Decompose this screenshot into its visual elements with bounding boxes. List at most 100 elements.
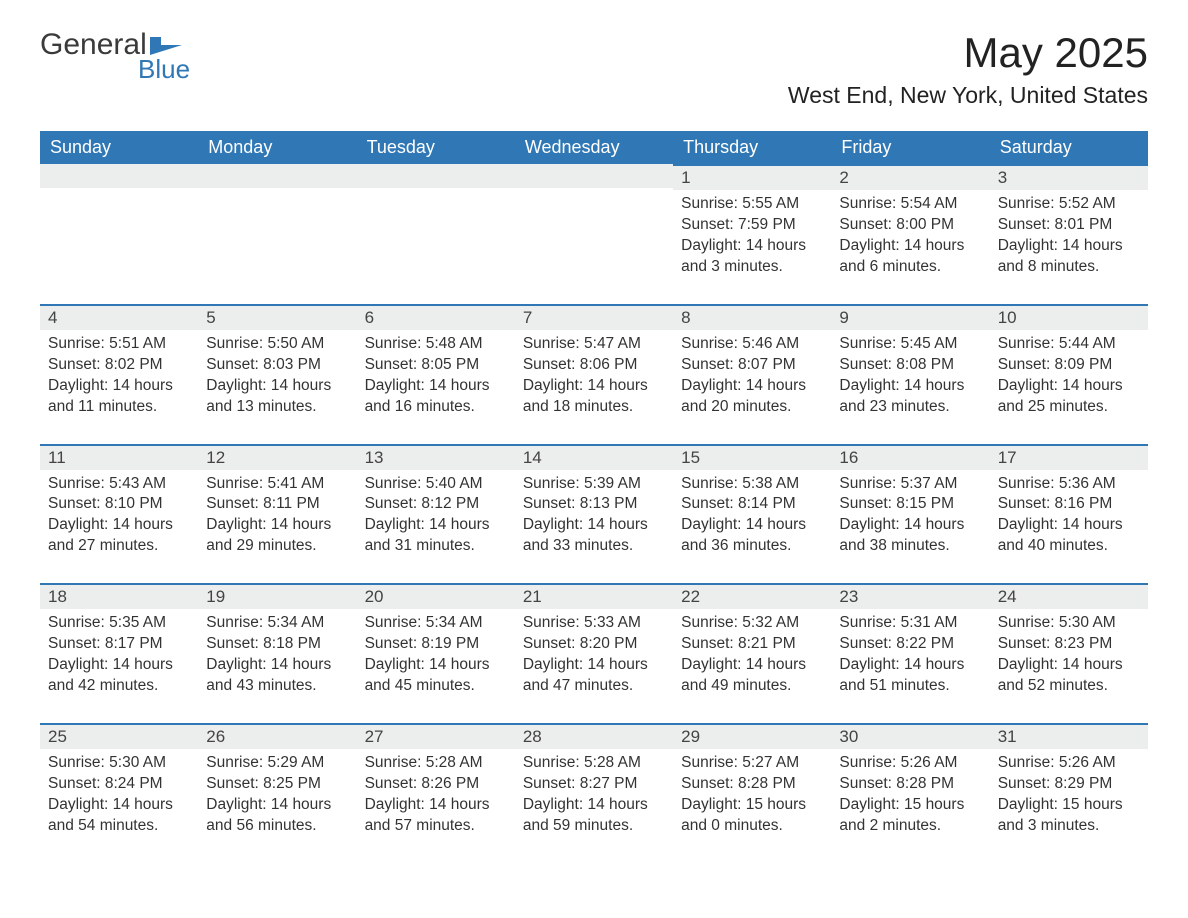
day-number xyxy=(198,164,356,188)
day-body: Sunrise: 5:52 AMSunset: 8:01 PMDaylight:… xyxy=(990,190,1148,304)
day-body: Sunrise: 5:26 AMSunset: 8:28 PMDaylight:… xyxy=(831,749,989,863)
calendar-table: Sunday Monday Tuesday Wednesday Thursday… xyxy=(40,131,1148,862)
sunset-text: Sunset: 8:24 PM xyxy=(48,774,190,795)
daylight-text: Daylight: 14 hours and 38 minutes. xyxy=(839,515,981,557)
day-body: Sunrise: 5:30 AMSunset: 8:23 PMDaylight:… xyxy=(990,609,1148,723)
day-body: Sunrise: 5:36 AMSunset: 8:16 PMDaylight:… xyxy=(990,470,1148,584)
daylight-text: Daylight: 14 hours and 57 minutes. xyxy=(365,795,507,837)
daylight-text: Daylight: 14 hours and 40 minutes. xyxy=(998,515,1140,557)
title-block: May 2025 West End, New York, United Stat… xyxy=(788,30,1148,123)
sunrise-text: Sunrise: 5:30 AM xyxy=(48,753,190,774)
week-row: 18Sunrise: 5:35 AMSunset: 8:17 PMDayligh… xyxy=(40,583,1148,723)
day-body: Sunrise: 5:31 AMSunset: 8:22 PMDaylight:… xyxy=(831,609,989,723)
sunset-text: Sunset: 8:14 PM xyxy=(681,494,823,515)
day-cell: 20Sunrise: 5:34 AMSunset: 8:19 PMDayligh… xyxy=(357,583,515,723)
day-body: Sunrise: 5:45 AMSunset: 8:08 PMDaylight:… xyxy=(831,330,989,444)
sunrise-text: Sunrise: 5:38 AM xyxy=(681,474,823,495)
day-body: Sunrise: 5:28 AMSunset: 8:27 PMDaylight:… xyxy=(515,749,673,863)
sunset-text: Sunset: 8:09 PM xyxy=(998,355,1140,376)
day-cell: 6Sunrise: 5:48 AMSunset: 8:05 PMDaylight… xyxy=(357,304,515,444)
day-number: 6 xyxy=(357,304,515,330)
daylight-text: Daylight: 14 hours and 43 minutes. xyxy=(206,655,348,697)
weekday-header: Tuesday xyxy=(357,131,515,164)
sunrise-text: Sunrise: 5:43 AM xyxy=(48,474,190,495)
sunset-text: Sunset: 8:15 PM xyxy=(839,494,981,515)
day-number: 13 xyxy=(357,444,515,470)
daylight-text: Daylight: 14 hours and 3 minutes. xyxy=(681,236,823,278)
sunset-text: Sunset: 8:06 PM xyxy=(523,355,665,376)
sunrise-text: Sunrise: 5:45 AM xyxy=(839,334,981,355)
sunrise-text: Sunrise: 5:41 AM xyxy=(206,474,348,495)
day-number: 30 xyxy=(831,723,989,749)
week-row: 1Sunrise: 5:55 AMSunset: 7:59 PMDaylight… xyxy=(40,164,1148,304)
sunset-text: Sunset: 8:23 PM xyxy=(998,634,1140,655)
sunrise-text: Sunrise: 5:30 AM xyxy=(998,613,1140,634)
sunset-text: Sunset: 8:05 PM xyxy=(365,355,507,376)
location: West End, New York, United States xyxy=(788,82,1148,109)
day-body: Sunrise: 5:44 AMSunset: 8:09 PMDaylight:… xyxy=(990,330,1148,444)
day-cell: 2Sunrise: 5:54 AMSunset: 8:00 PMDaylight… xyxy=(831,164,989,304)
day-cell: 11Sunrise: 5:43 AMSunset: 8:10 PMDayligh… xyxy=(40,444,198,584)
day-body: Sunrise: 5:47 AMSunset: 8:06 PMDaylight:… xyxy=(515,330,673,444)
sunset-text: Sunset: 8:28 PM xyxy=(839,774,981,795)
day-number: 5 xyxy=(198,304,356,330)
day-cell: 15Sunrise: 5:38 AMSunset: 8:14 PMDayligh… xyxy=(673,444,831,584)
daylight-text: Daylight: 14 hours and 42 minutes. xyxy=(48,655,190,697)
sunset-text: Sunset: 8:28 PM xyxy=(681,774,823,795)
day-body: Sunrise: 5:55 AMSunset: 7:59 PMDaylight:… xyxy=(673,190,831,304)
day-number: 20 xyxy=(357,583,515,609)
sunset-text: Sunset: 8:21 PM xyxy=(681,634,823,655)
day-body: Sunrise: 5:50 AMSunset: 8:03 PMDaylight:… xyxy=(198,330,356,444)
daylight-text: Daylight: 14 hours and 18 minutes. xyxy=(523,376,665,418)
sunrise-text: Sunrise: 5:33 AM xyxy=(523,613,665,634)
day-body: Sunrise: 5:32 AMSunset: 8:21 PMDaylight:… xyxy=(673,609,831,723)
sunset-text: Sunset: 8:11 PM xyxy=(206,494,348,515)
sunset-text: Sunset: 8:12 PM xyxy=(365,494,507,515)
day-cell: 28Sunrise: 5:28 AMSunset: 8:27 PMDayligh… xyxy=(515,723,673,863)
month-title: May 2025 xyxy=(788,30,1148,76)
day-number: 3 xyxy=(990,164,1148,190)
sunrise-text: Sunrise: 5:31 AM xyxy=(839,613,981,634)
day-number: 18 xyxy=(40,583,198,609)
sunrise-text: Sunrise: 5:55 AM xyxy=(681,194,823,215)
week-row: 25Sunrise: 5:30 AMSunset: 8:24 PMDayligh… xyxy=(40,723,1148,863)
day-number: 10 xyxy=(990,304,1148,330)
day-body: Sunrise: 5:38 AMSunset: 8:14 PMDaylight:… xyxy=(673,470,831,584)
day-body xyxy=(357,188,515,296)
weekday-header: Wednesday xyxy=(515,131,673,164)
day-body: Sunrise: 5:40 AMSunset: 8:12 PMDaylight:… xyxy=(357,470,515,584)
day-cell: 29Sunrise: 5:27 AMSunset: 8:28 PMDayligh… xyxy=(673,723,831,863)
day-cell: 12Sunrise: 5:41 AMSunset: 8:11 PMDayligh… xyxy=(198,444,356,584)
daylight-text: Daylight: 14 hours and 52 minutes. xyxy=(998,655,1140,697)
day-body: Sunrise: 5:33 AMSunset: 8:20 PMDaylight:… xyxy=(515,609,673,723)
daylight-text: Daylight: 14 hours and 59 minutes. xyxy=(523,795,665,837)
daylight-text: Daylight: 14 hours and 36 minutes. xyxy=(681,515,823,557)
sunrise-text: Sunrise: 5:52 AM xyxy=(998,194,1140,215)
sunrise-text: Sunrise: 5:50 AM xyxy=(206,334,348,355)
day-number: 26 xyxy=(198,723,356,749)
sunrise-text: Sunrise: 5:29 AM xyxy=(206,753,348,774)
day-body xyxy=(40,188,198,296)
day-body: Sunrise: 5:34 AMSunset: 8:19 PMDaylight:… xyxy=(357,609,515,723)
day-body: Sunrise: 5:46 AMSunset: 8:07 PMDaylight:… xyxy=(673,330,831,444)
sunrise-text: Sunrise: 5:35 AM xyxy=(48,613,190,634)
day-cell xyxy=(198,164,356,304)
day-number: 28 xyxy=(515,723,673,749)
day-body: Sunrise: 5:43 AMSunset: 8:10 PMDaylight:… xyxy=(40,470,198,584)
day-body: Sunrise: 5:39 AMSunset: 8:13 PMDaylight:… xyxy=(515,470,673,584)
sunset-text: Sunset: 8:20 PM xyxy=(523,634,665,655)
day-cell: 5Sunrise: 5:50 AMSunset: 8:03 PMDaylight… xyxy=(198,304,356,444)
day-body: Sunrise: 5:27 AMSunset: 8:28 PMDaylight:… xyxy=(673,749,831,863)
day-number: 8 xyxy=(673,304,831,330)
sunrise-text: Sunrise: 5:54 AM xyxy=(839,194,981,215)
day-cell: 14Sunrise: 5:39 AMSunset: 8:13 PMDayligh… xyxy=(515,444,673,584)
day-number: 7 xyxy=(515,304,673,330)
day-number xyxy=(40,164,198,188)
day-cell: 17Sunrise: 5:36 AMSunset: 8:16 PMDayligh… xyxy=(990,444,1148,584)
day-body: Sunrise: 5:26 AMSunset: 8:29 PMDaylight:… xyxy=(990,749,1148,863)
sunset-text: Sunset: 8:00 PM xyxy=(839,215,981,236)
sunset-text: Sunset: 8:19 PM xyxy=(365,634,507,655)
daylight-text: Daylight: 14 hours and 11 minutes. xyxy=(48,376,190,418)
week-row: 11Sunrise: 5:43 AMSunset: 8:10 PMDayligh… xyxy=(40,444,1148,584)
daylight-text: Daylight: 14 hours and 25 minutes. xyxy=(998,376,1140,418)
